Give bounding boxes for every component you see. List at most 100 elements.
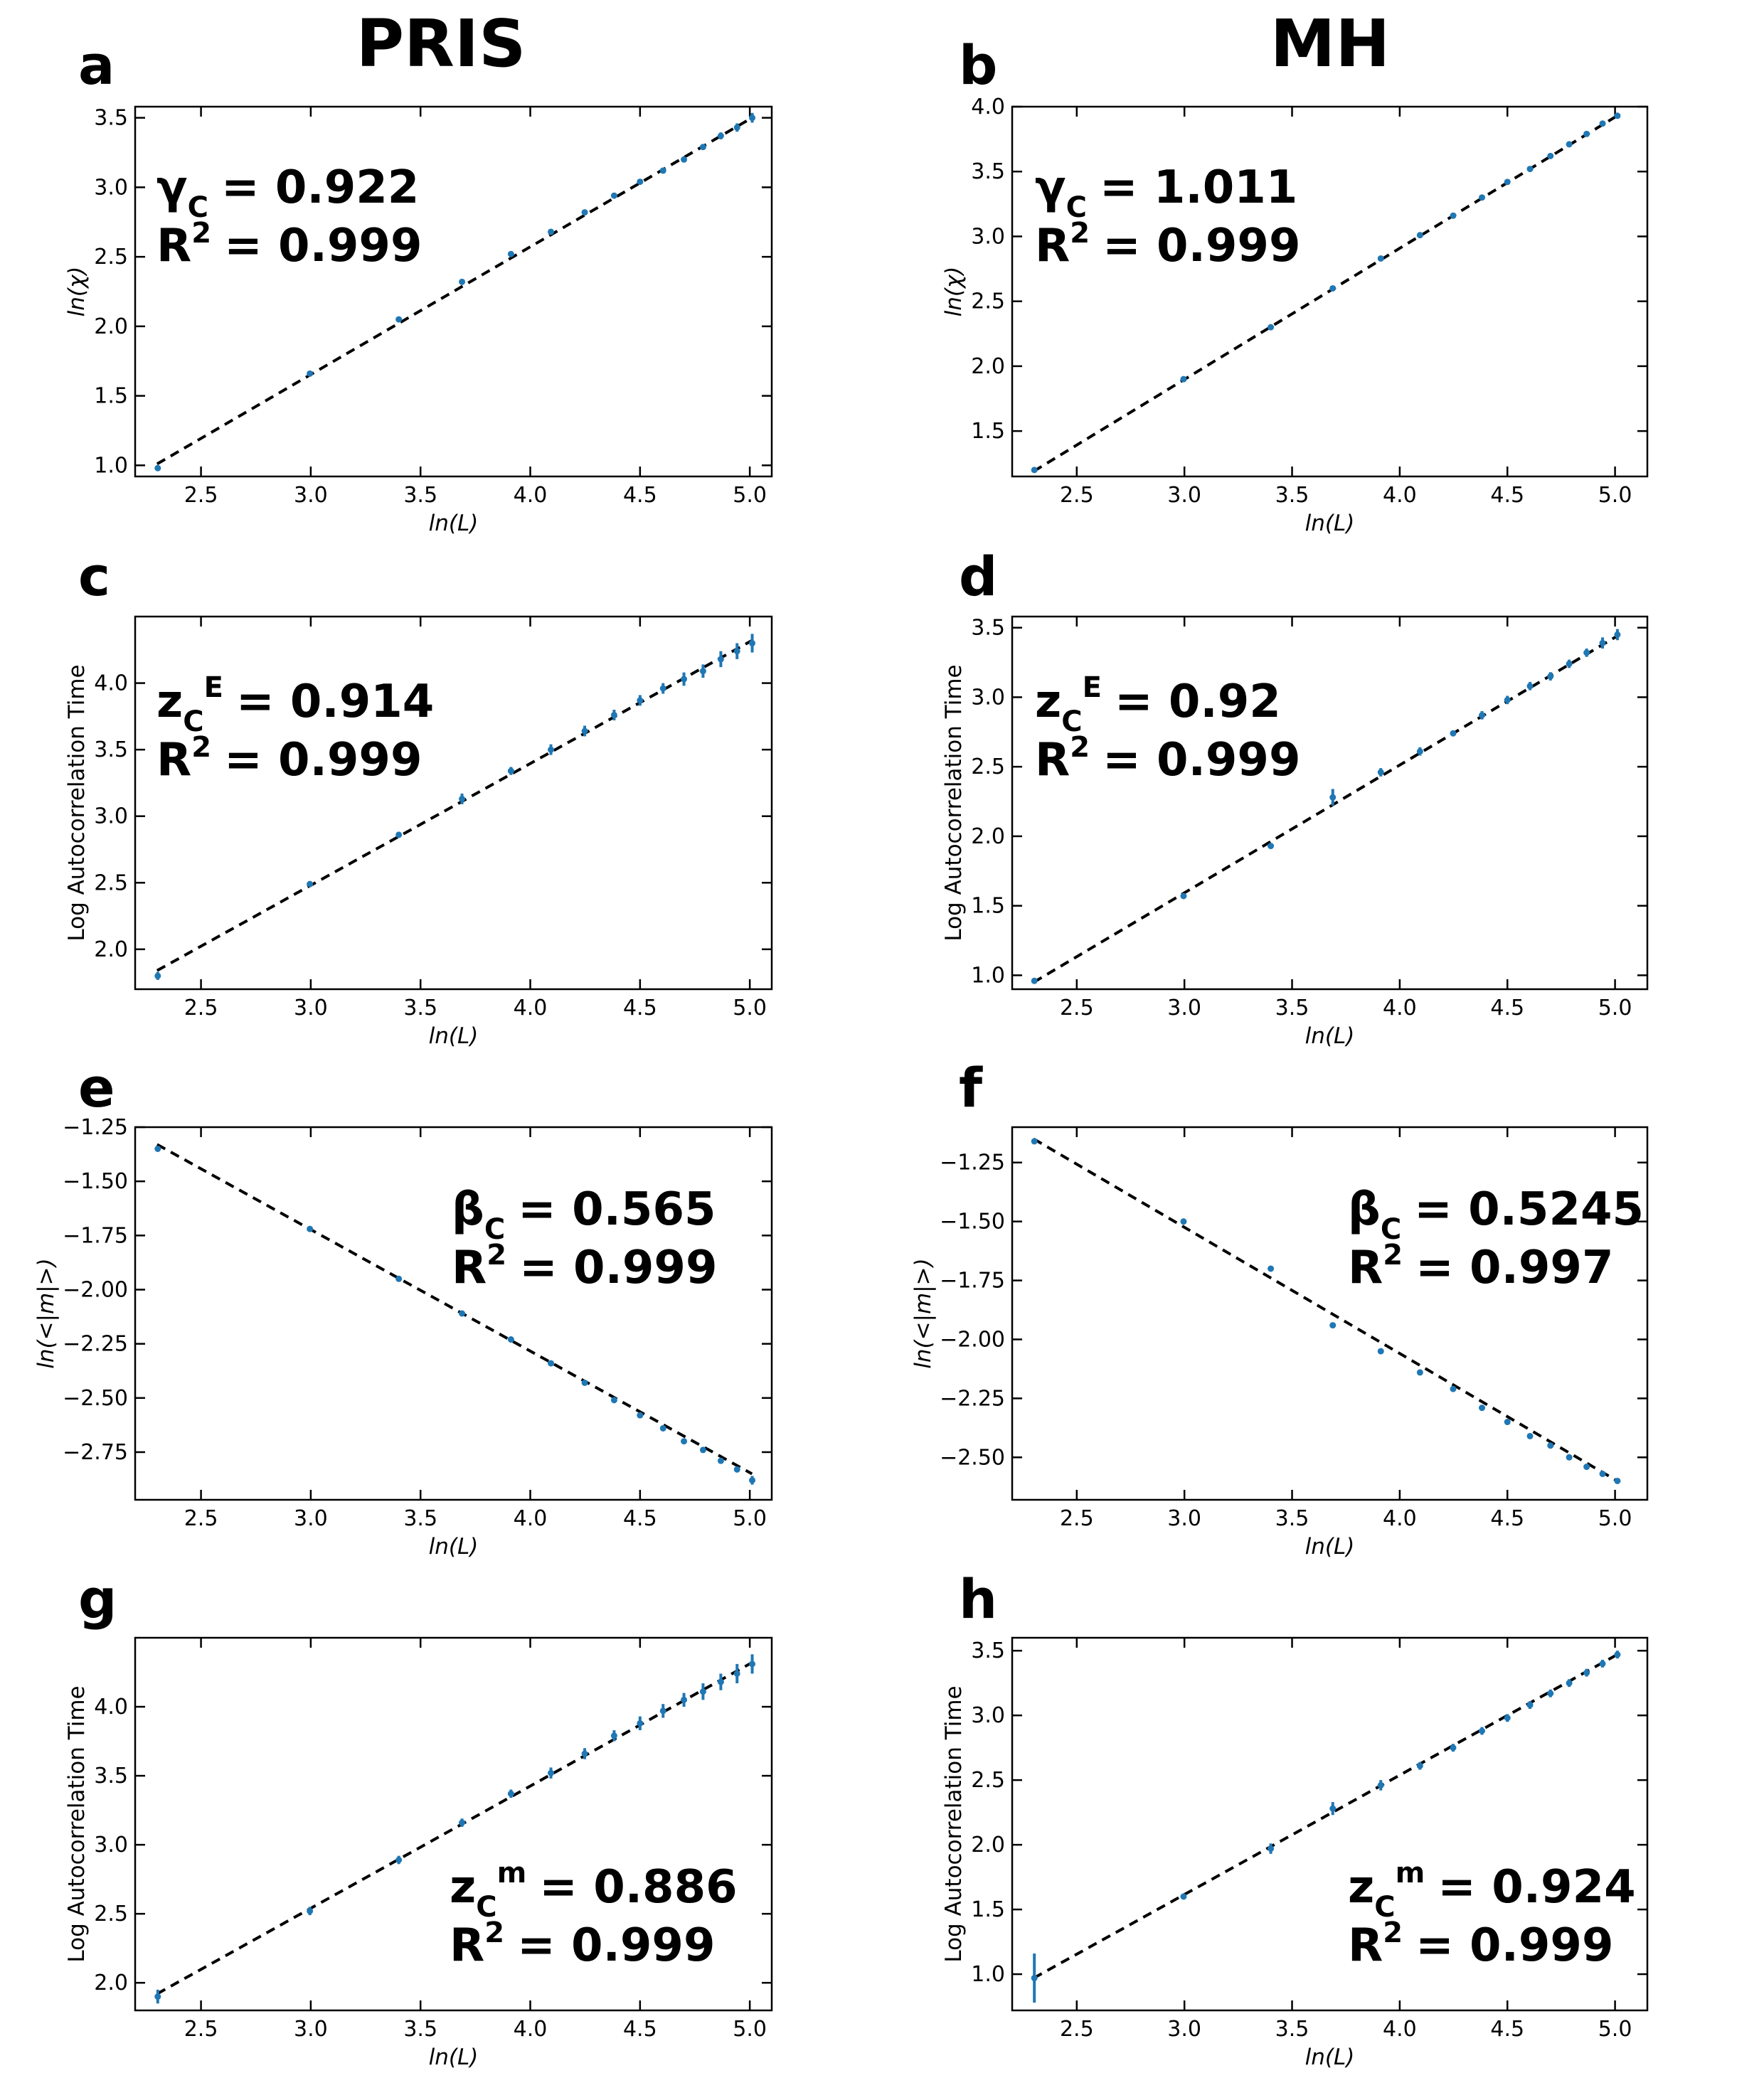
data-point-b: [1479, 194, 1486, 201]
annotation-value: = 0.565: [518, 1183, 716, 1236]
x-tick-label-h: 2.5: [1060, 2017, 1094, 2042]
x-axis-label-f: ln(L): [1305, 1534, 1355, 1560]
data-point-d: [1599, 639, 1606, 646]
annotation-r2-d: R2 = 0.999: [1035, 731, 1300, 787]
data-point-g: [395, 1856, 403, 1863]
panel-a: a 2.5 3.0 3.5 4.0 4.5 5.0 1.0 1.5 2.0 2.5 3.0 3.5 ln(…: [64, 33, 773, 536]
data-point-a: [507, 250, 514, 257]
data-point-e: [548, 1360, 555, 1367]
x-tick-label-d: 4.5: [1490, 996, 1524, 1020]
x-tick-label-a: 4.5: [623, 483, 657, 508]
data-point-a: [749, 114, 756, 122]
y-tick-label-h: 1.5: [971, 1897, 1005, 1922]
data-point-a: [733, 124, 740, 131]
data-point-f: [1547, 1442, 1554, 1449]
fit-line-h: [1033, 1653, 1618, 1980]
data-point-g: [699, 1688, 706, 1695]
plot-frame-h: [1011, 1636, 1649, 2012]
annotation-subscript: C: [484, 1213, 505, 1246]
data-point-f: [1583, 1464, 1590, 1471]
data-point-h: [1268, 1845, 1275, 1853]
panel-letter-b: b: [959, 33, 997, 97]
data-point-f: [1614, 1477, 1621, 1484]
x-tick-label-e: 3.0: [294, 1506, 328, 1531]
data-point-c: [749, 639, 756, 646]
x-tick-label-g: 4.5: [623, 2017, 657, 2042]
data-point-e: [733, 1466, 740, 1473]
annotation-value: = 0.922: [221, 161, 419, 214]
data-point-f: [1504, 1419, 1511, 1426]
annotation-symbol: β: [1348, 1183, 1381, 1236]
y-axis-label-c: Log Autocorrelation Time: [64, 664, 90, 941]
annotation-exponent-h: zCm = 0.924: [1348, 1857, 1636, 1924]
x-tick-label-f: 5.0: [1598, 1506, 1632, 1531]
data-point-f: [1526, 1432, 1534, 1439]
y-tick-label-c: 3.5: [94, 737, 128, 762]
annotation-r2-b: R2 = 0.999: [1035, 217, 1300, 272]
y-tick-label-e: −1.25: [63, 1115, 128, 1140]
panel-g: g 2.5 3.0 3.5 4.0 4.5 5.0 2.0 2.5 3.0 3.5 4.0 ln(L) L…: [64, 1567, 773, 2070]
panel-c: c 2.5 3.0 3.5 4.0 4.5 5.0 2.0 2.5 3.0 3.5 4.0 ln(L) L…: [64, 545, 773, 1049]
data-point-h: [1450, 1744, 1457, 1752]
x-tick-label-b: 2.5: [1060, 483, 1094, 508]
data-point-h: [1479, 1727, 1486, 1734]
data-point-c: [581, 727, 588, 735]
annotation-symbol: γ: [156, 161, 188, 214]
fit-line-d: [1033, 634, 1618, 984]
panel-letter-c: c: [78, 545, 110, 608]
annotation-r2-value: = 0.999: [517, 1919, 715, 1972]
annotation-superscript: m: [1396, 1857, 1425, 1890]
plot-frame-b: [1011, 105, 1649, 478]
x-tick-label-g: 2.5: [184, 2017, 218, 2042]
data-point-c: [548, 746, 555, 753]
data-point-g: [681, 1696, 688, 1703]
annotation-symbol: β: [452, 1183, 484, 1236]
data-point-d: [1329, 794, 1337, 801]
data-point-b: [1450, 212, 1457, 219]
data-point-h: [1377, 1781, 1384, 1789]
plot-frame-e: [134, 1126, 773, 1501]
y-tick-label-e: −1.50: [63, 1169, 128, 1194]
data-point-e: [154, 1145, 161, 1152]
data-point-d: [1268, 843, 1275, 850]
x-axis-label-h: ln(L): [1305, 2045, 1355, 2070]
y-tick-label-b: 3.0: [971, 224, 1005, 249]
annotation-symbol: z: [450, 1861, 476, 1914]
y-tick-label-e: −2.75: [63, 1440, 128, 1465]
data-point-a: [154, 464, 161, 471]
data-point-g: [154, 1993, 161, 2000]
annotation-r2-superscript: 2: [1383, 1239, 1403, 1272]
data-point-f: [1479, 1405, 1486, 1412]
panel-letter-g: g: [78, 1567, 117, 1631]
y-tick-label-d: 2.5: [971, 755, 1005, 779]
annotation-r2-superscript: 2: [1070, 731, 1090, 764]
fit-line-a: [156, 116, 753, 466]
x-tick-label-g: 5.0: [733, 2017, 767, 2042]
annotation-exponent-e: βC = 0.565: [452, 1183, 716, 1246]
data-point-h: [1504, 1715, 1511, 1722]
annotation-symbol: z: [1035, 676, 1061, 728]
annotation-value: = 0.886: [539, 1861, 737, 1914]
data-point-g: [733, 1670, 740, 1677]
x-tick-label-e: 4.0: [514, 1506, 548, 1531]
annotation-exponent-b: γC = 1.011: [1035, 161, 1297, 224]
panel-b: b 2.5 3.0 3.5 4.0 4.5 5.0 1.5 2.0 2.5 3.0 3.5 4.0 ln(…: [941, 33, 1649, 536]
y-tick-label-a: 2.0: [94, 314, 128, 339]
data-point-e: [610, 1397, 617, 1404]
x-tick-label-c: 3.5: [403, 996, 437, 1020]
data-point-f: [1566, 1454, 1573, 1461]
annotation-r2-label: R: [452, 1242, 487, 1294]
x-axis-label-a: ln(L): [429, 511, 479, 536]
x-tick-label-h: 3.5: [1275, 2017, 1309, 2042]
x-axis-label-c: ln(L): [429, 1023, 479, 1049]
annotation-value: = 0.914: [236, 676, 434, 728]
annotation-r2-label: R: [450, 1919, 484, 1972]
annotation-symbol: z: [1348, 1861, 1374, 1914]
data-point-e: [749, 1477, 756, 1484]
x-tick-label-a: 3.0: [294, 483, 328, 508]
y-tick-label-d: 1.5: [971, 894, 1005, 919]
data-point-c: [733, 648, 740, 655]
x-tick-label-e: 4.5: [623, 1506, 657, 1531]
annotation-value: = 0.92: [1115, 676, 1281, 728]
